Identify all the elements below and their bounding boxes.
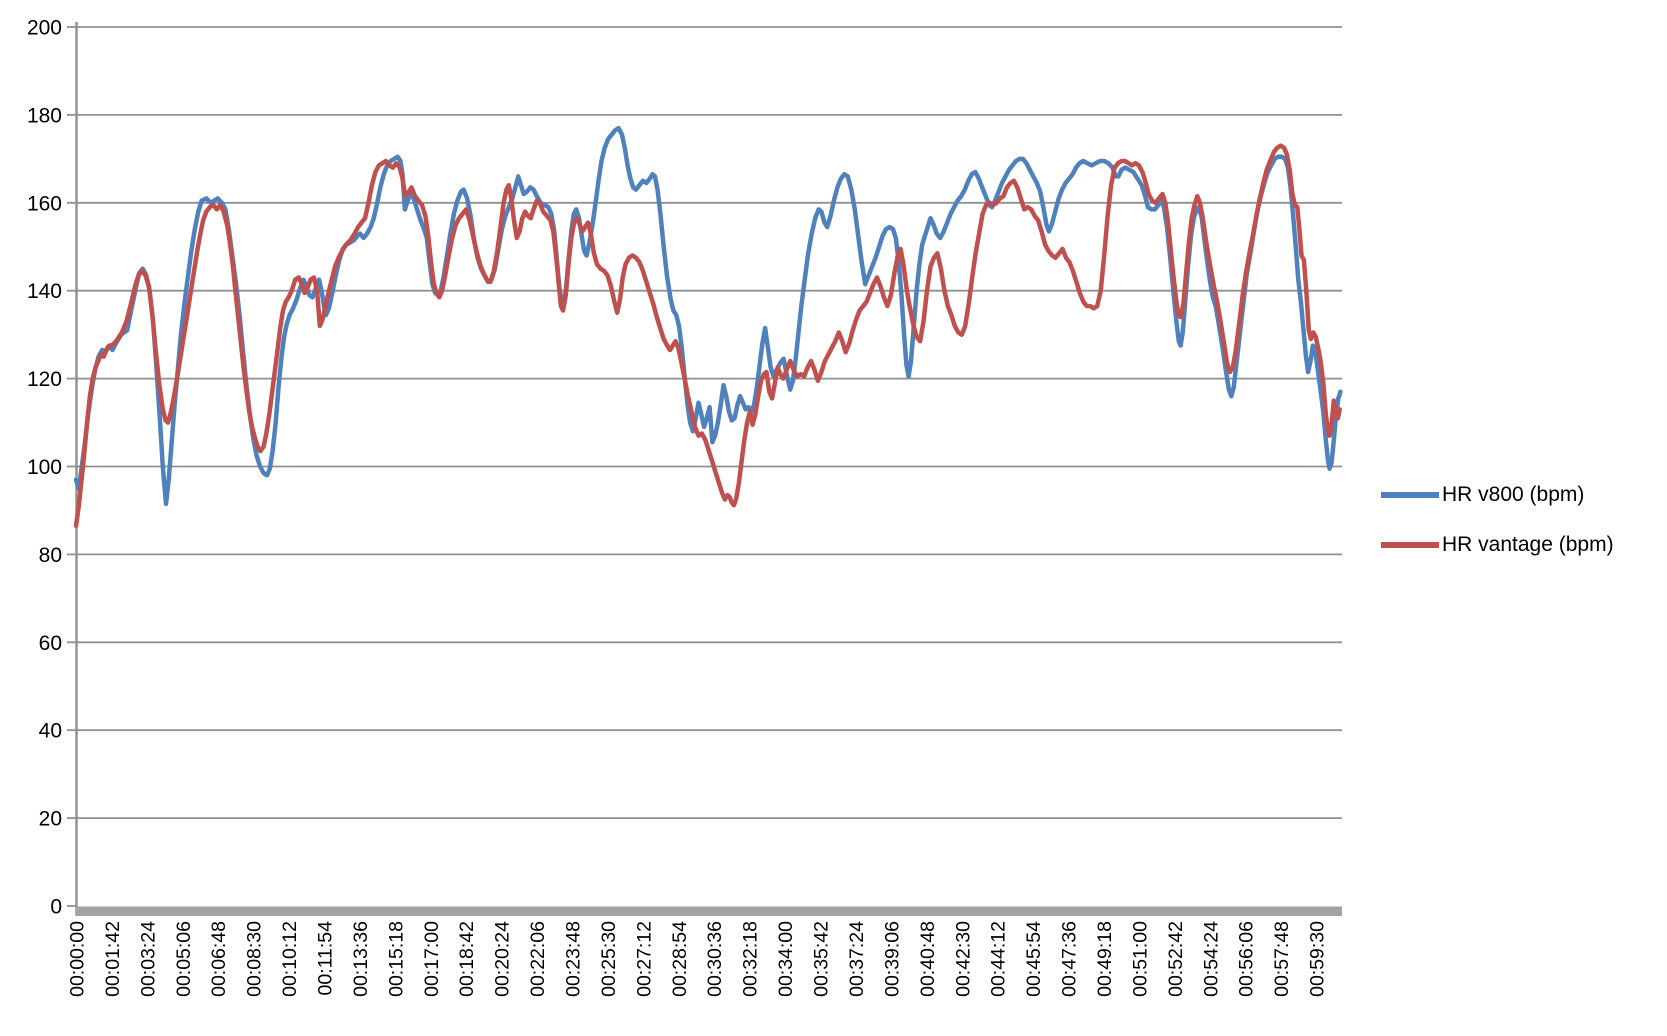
- x-tick-label-4: 00:06:48: [208, 921, 230, 997]
- y-tick-label-180: 180: [27, 104, 62, 127]
- x-tick-label-13: 00:22:06: [527, 921, 549, 997]
- x-tick-label-12: 00:20:24: [492, 921, 514, 997]
- y-tick-label-200: 200: [27, 17, 62, 40]
- x-tick-label-15: 00:25:30: [598, 921, 620, 997]
- y-tick-label-140: 140: [27, 280, 62, 303]
- x-tick-label-29: 00:49:18: [1094, 921, 1116, 997]
- x-tick-label-16: 00:27:12: [633, 921, 655, 997]
- legend-swatch-vantage-line: [1381, 542, 1439, 548]
- x-tick-label-31: 00:52:42: [1165, 921, 1187, 997]
- x-tick-label-25: 00:42:30: [952, 921, 974, 997]
- series-line-vantage: [73, 143, 1342, 529]
- x-tick-label-17: 00:28:54: [669, 921, 691, 997]
- x-tick-label-18: 00:30:36: [704, 921, 726, 997]
- x-tick-label-28: 00:47:36: [1059, 921, 1081, 997]
- x-tick-label-19: 00:32:18: [740, 921, 762, 997]
- x-tick-label-32: 00:54:24: [1200, 921, 1222, 997]
- x-tick-label-7: 00:11:54: [315, 921, 337, 996]
- series-line-v800: [73, 125, 1343, 507]
- x-tick-label-34: 00:57:48: [1271, 921, 1293, 997]
- legend-swatch-v800-line: [1381, 492, 1439, 498]
- x-tick-label-20: 00:34:00: [775, 921, 797, 997]
- x-tick-label-2: 00:03:24: [137, 921, 159, 997]
- x-axis-bar: [76, 906, 1342, 916]
- legend-label-v800: HR v800 (bpm): [1442, 483, 1585, 506]
- x-tick-label-10: 00:17:00: [421, 921, 443, 997]
- x-tick-label-5: 00:08:30: [244, 921, 266, 997]
- y-tick-label-20: 20: [39, 808, 62, 831]
- x-tick-label-6: 00:10:12: [279, 921, 301, 997]
- y-tick-label-160: 160: [27, 192, 62, 215]
- legend-label-vantage: HR vantage (bpm): [1442, 533, 1614, 556]
- y-tick-label-120: 120: [27, 368, 62, 391]
- x-tick-label-3: 00:05:06: [173, 921, 195, 997]
- x-tick-label-33: 00:56:06: [1236, 921, 1258, 997]
- y-tick-label-100: 100: [27, 456, 62, 479]
- y-tick-label-60: 60: [39, 632, 62, 655]
- x-tick-label-11: 00:18:42: [456, 921, 478, 997]
- x-tick-label-8: 00:13:36: [350, 921, 372, 997]
- x-tick-label-21: 00:35:42: [811, 921, 833, 997]
- x-tick-label-9: 00:15:18: [385, 921, 407, 997]
- x-tick-label-24: 00:40:48: [917, 921, 939, 997]
- y-tick-label-80: 80: [39, 544, 62, 567]
- x-tick-label-30: 00:51:00: [1129, 921, 1151, 997]
- y-tick-label-40: 40: [39, 720, 62, 743]
- x-tick-label-26: 00:44:12: [988, 921, 1010, 997]
- x-tick-label-1: 00:01:42: [102, 921, 124, 997]
- x-tick-label-0: 00:00:00: [67, 921, 89, 997]
- x-tick-label-22: 00:37:24: [846, 921, 868, 997]
- x-tick-label-35: 00:59:30: [1307, 921, 1329, 997]
- x-tick-label-14: 00:23:48: [563, 921, 585, 997]
- x-tick-label-23: 00:39:06: [881, 921, 903, 997]
- x-tick-label-27: 00:45:54: [1023, 921, 1045, 997]
- y-tick-label-0: 0: [50, 896, 62, 919]
- legend-item-hr-v800[interactable]: HR v800 (bpm): [1381, 483, 1584, 507]
- legend-item-hr-vantage[interactable]: HR vantage (bpm): [1381, 533, 1614, 557]
